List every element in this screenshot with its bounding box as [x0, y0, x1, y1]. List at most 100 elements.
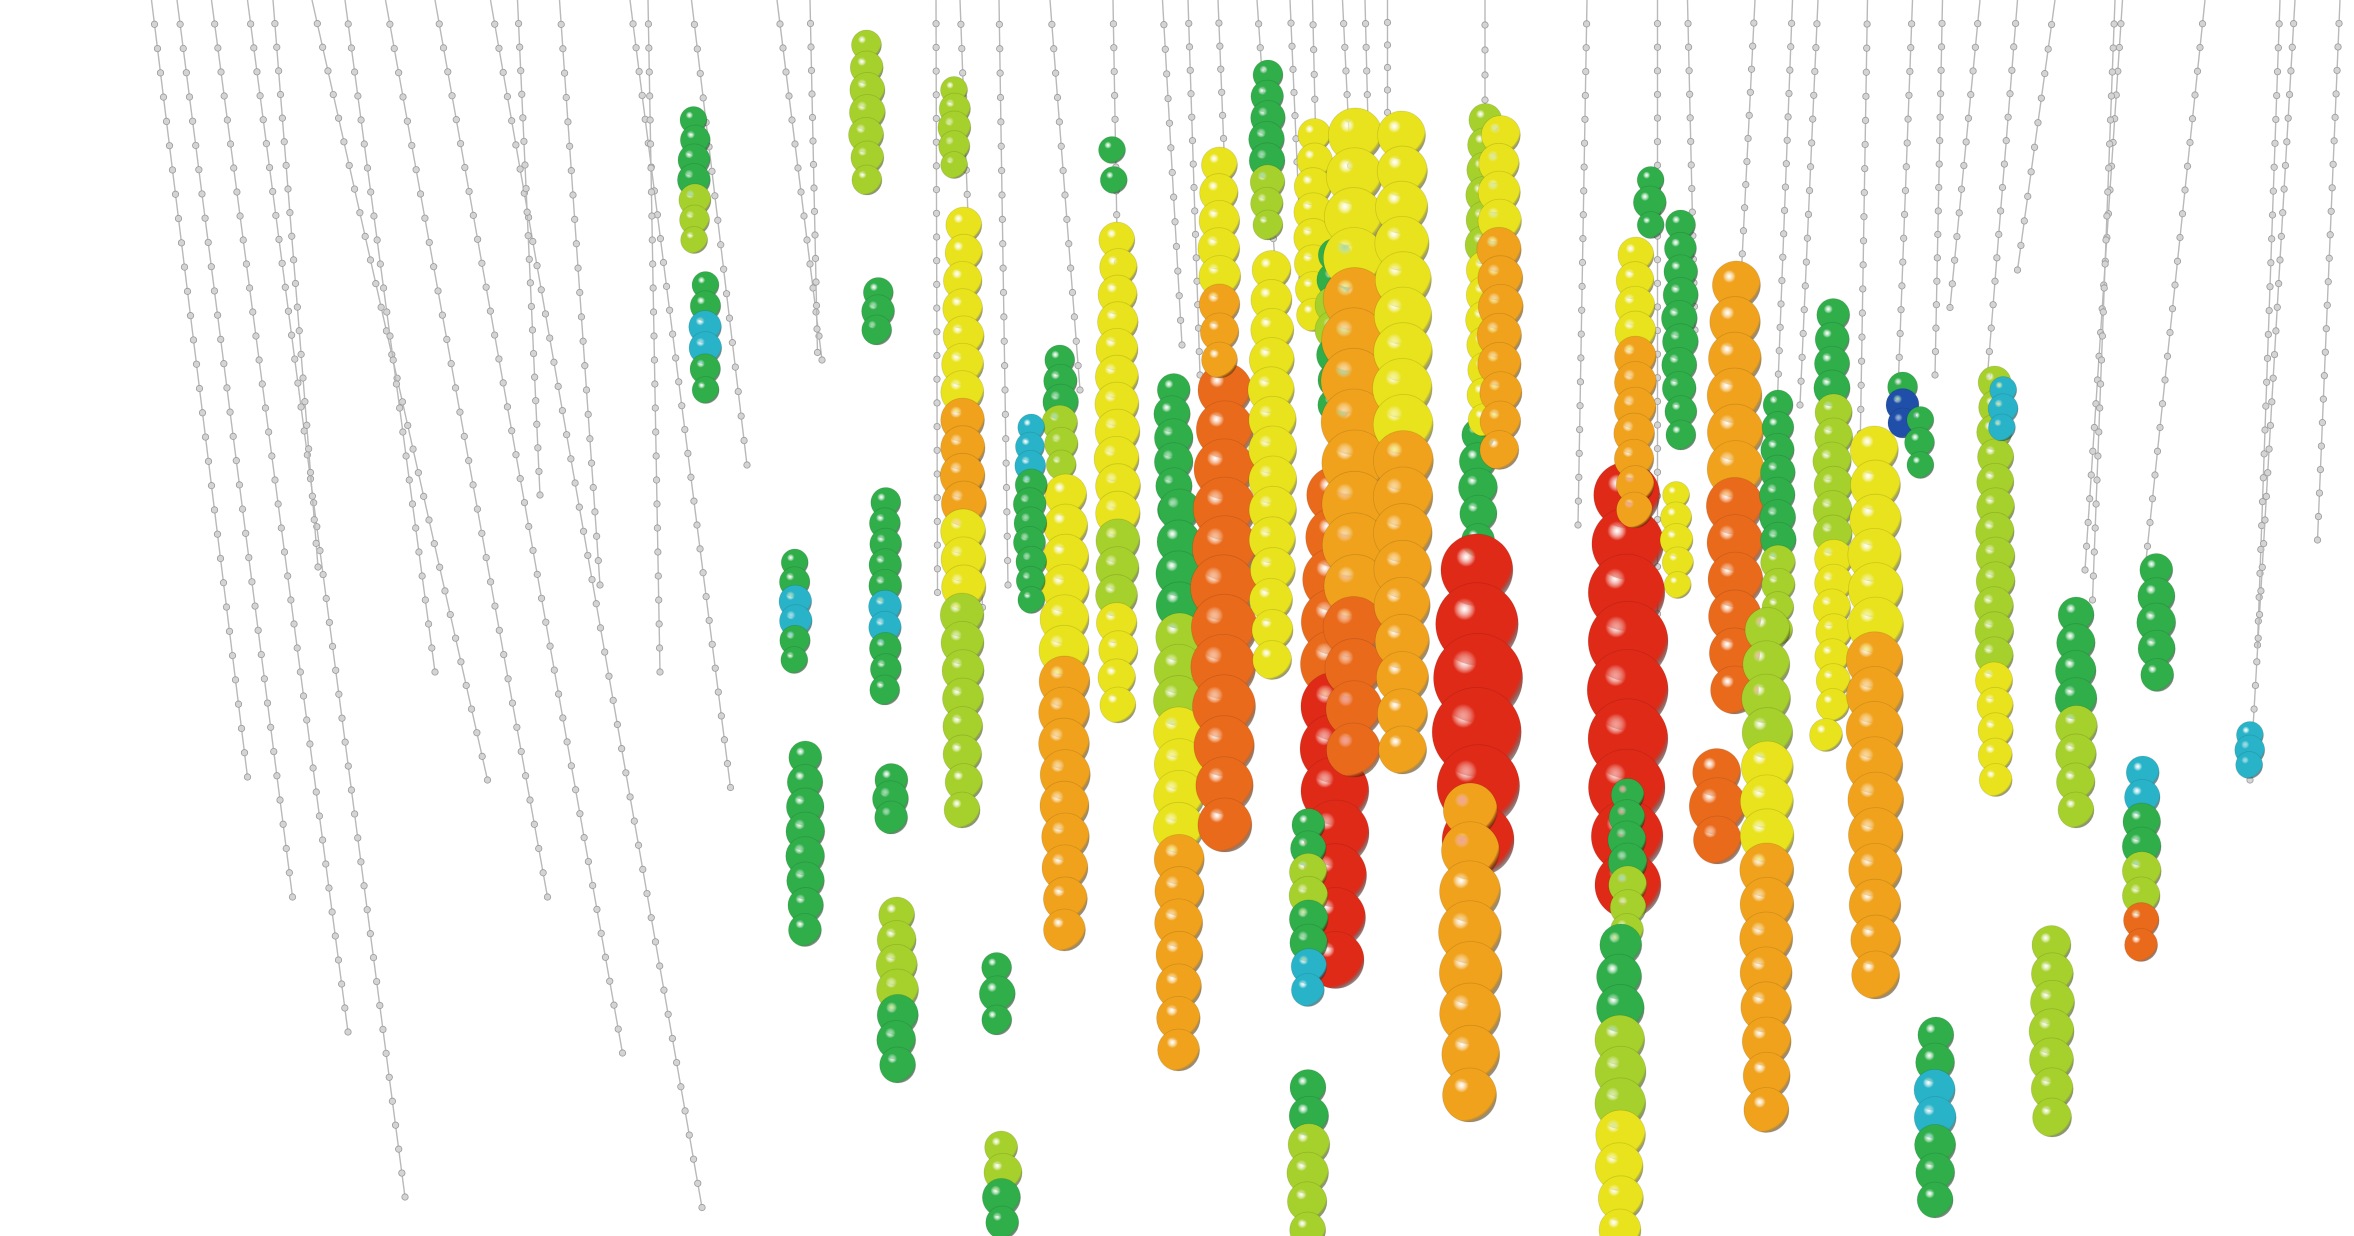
sensor-module	[579, 337, 587, 345]
sensor-module	[932, 186, 941, 194]
sensor-module	[469, 481, 477, 489]
sensor-module	[2030, 143, 2039, 151]
sensor-module	[189, 336, 198, 344]
sensor-module	[1859, 237, 1868, 245]
sensor-module	[1686, 90, 1694, 98]
sensor-module	[1171, 218, 1179, 226]
sensor-module	[435, 20, 443, 28]
sensor-module	[1860, 213, 1868, 221]
sensor-module	[335, 690, 343, 698]
sensor-module	[1750, 19, 1758, 27]
sensor-module	[1796, 401, 1804, 409]
sensor-module	[192, 141, 200, 150]
sensor-module	[584, 857, 593, 866]
sensor-module	[516, 165, 524, 173]
sensor-module	[2270, 163, 2278, 171]
sensor-module	[2098, 332, 2106, 340]
sensor-module	[2251, 681, 2260, 690]
sensor-module	[998, 167, 1006, 175]
sensor-module	[933, 517, 941, 526]
sensor-module	[1903, 139, 1911, 147]
sensor-module	[584, 410, 592, 418]
sensor-module	[295, 327, 303, 335]
sensor-module	[635, 67, 643, 76]
sensor-module	[2117, 20, 2125, 28]
sensor-module	[2146, 518, 2154, 527]
sensor-module	[523, 208, 531, 216]
sensor-module	[2196, 43, 2204, 52]
sensor-module	[2273, 68, 2282, 76]
sensor-module	[1175, 292, 1183, 300]
sensor-module	[593, 905, 601, 914]
sensor-module	[932, 91, 940, 99]
sensor-module	[486, 578, 495, 586]
sensor-module	[1340, 20, 1348, 28]
sensor-module	[239, 236, 247, 244]
hit-sphere	[1988, 413, 2016, 442]
hit-sphere	[691, 376, 720, 404]
sensor-module	[2044, 45, 2052, 53]
sensor-module	[705, 616, 713, 625]
sensor-module	[1687, 161, 1695, 169]
sensor-module	[424, 620, 433, 628]
sensor-module	[328, 908, 336, 916]
sensor-module	[1900, 234, 1908, 242]
sensor-module	[1309, 21, 1317, 29]
sensor-module	[647, 164, 655, 172]
sensor-module	[1955, 209, 1963, 217]
sensor-module	[1784, 113, 1792, 121]
sensor-module	[1685, 67, 1693, 75]
sensor-module	[452, 116, 460, 124]
sensor-module	[717, 241, 725, 249]
sensor-module	[1582, 67, 1590, 76]
sensor-module	[1805, 186, 1814, 195]
sensor-module	[2103, 212, 2111, 220]
sensor-module	[2326, 231, 2334, 239]
hit-sphere	[1290, 973, 1325, 1007]
sensor-module	[2010, 43, 2018, 51]
sensor-module	[665, 306, 674, 314]
sensor-module	[1775, 347, 1783, 355]
sensor-module	[219, 579, 228, 587]
sensor-module	[325, 618, 333, 627]
sensor-module	[717, 712, 725, 720]
sensor-module	[932, 162, 941, 170]
sensor-module	[2115, 43, 2123, 52]
sensor-module	[1962, 138, 1970, 146]
sensor-module	[310, 516, 318, 524]
hit-sphere	[1099, 686, 1137, 724]
sensor-module	[660, 986, 668, 994]
sensor-module	[1383, 86, 1392, 94]
sensor-module	[656, 235, 665, 243]
sensor-module	[182, 69, 190, 77]
sensor-module	[383, 308, 391, 316]
hit-sphere	[981, 1004, 1013, 1036]
sensor-module	[582, 386, 591, 394]
sensor-module	[1810, 91, 1818, 99]
sensor-module	[554, 690, 563, 698]
sensor-module	[569, 191, 577, 199]
sensor-module	[2273, 303, 2281, 311]
sensor-module	[290, 256, 298, 264]
sensor-module	[1653, 468, 1662, 476]
sensor-module	[1290, 88, 1298, 97]
sensor-module	[438, 311, 447, 319]
sensor-module	[1862, 92, 1870, 100]
sensor-module	[1164, 94, 1172, 103]
sensor-module	[550, 666, 558, 674]
hit-sphere	[1665, 419, 1697, 451]
sensor-module	[287, 596, 295, 604]
string-line	[690, 0, 748, 466]
sensor-module	[245, 553, 253, 562]
sensor-module	[1172, 242, 1181, 251]
sensor-module	[518, 90, 526, 98]
sensor-module	[2270, 350, 2279, 359]
sensor-module	[572, 786, 580, 794]
sensor-module	[2259, 474, 2267, 482]
sensor-module	[813, 325, 821, 333]
sensor-module	[526, 796, 534, 804]
sensor-module	[503, 403, 512, 411]
sensor-module	[2320, 372, 2328, 380]
sensor-module	[1931, 347, 1940, 356]
